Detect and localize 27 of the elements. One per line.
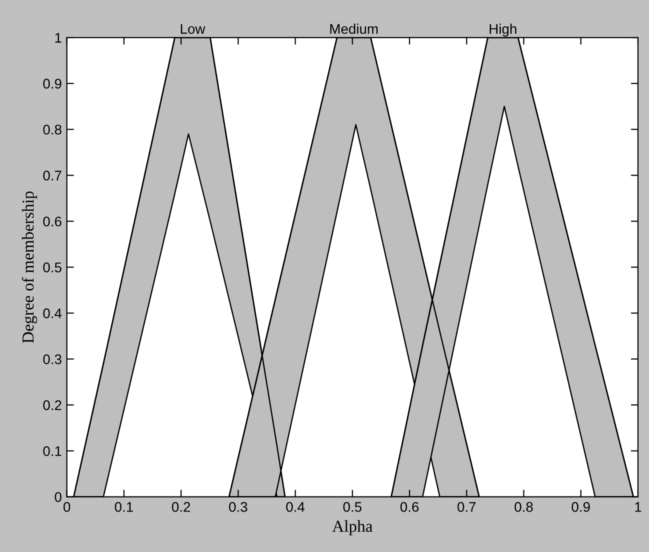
x-tick-label: 0.2: [172, 502, 190, 512]
x-tick-label: 0.9: [572, 502, 590, 512]
y-tick-label: 0.2: [43, 400, 62, 410]
x-tick-label: 0.1: [114, 502, 133, 512]
series-label: Medium: [330, 24, 378, 34]
series-label: High: [490, 24, 516, 37]
y-tick-label: 0.5: [43, 262, 62, 272]
y-tick-label: 1: [55, 33, 62, 43]
y-tick-label: 0: [54, 492, 62, 502]
x-tick-label: 0.6: [400, 502, 419, 512]
y-axis-title: Degree of membership: [22, 191, 38, 344]
x-tick-label: 0.8: [514, 502, 533, 512]
y-tick-label: 0.1: [43, 446, 62, 456]
x-tick-label: 1: [635, 502, 642, 512]
x-tick-label: 0.7: [458, 502, 476, 512]
x-tick-label: 0.3: [229, 502, 248, 512]
series-label: Low: [180, 24, 206, 34]
x-tick-label: 0.5: [343, 502, 362, 512]
x-tick-label: 0.4: [286, 502, 305, 512]
y-tick-label: 0.9: [43, 78, 62, 89]
y-tick-label: 0.3: [43, 354, 62, 364]
x-tick-label: 0: [64, 502, 70, 512]
x-axis-title: Alpha: [332, 520, 373, 536]
y-tick-label: 0.6: [43, 216, 62, 226]
y-tick-label: 0.7: [43, 170, 62, 180]
y-tick-label: 0.8: [43, 124, 62, 135]
y-tick-label: 0.4: [43, 308, 62, 318]
